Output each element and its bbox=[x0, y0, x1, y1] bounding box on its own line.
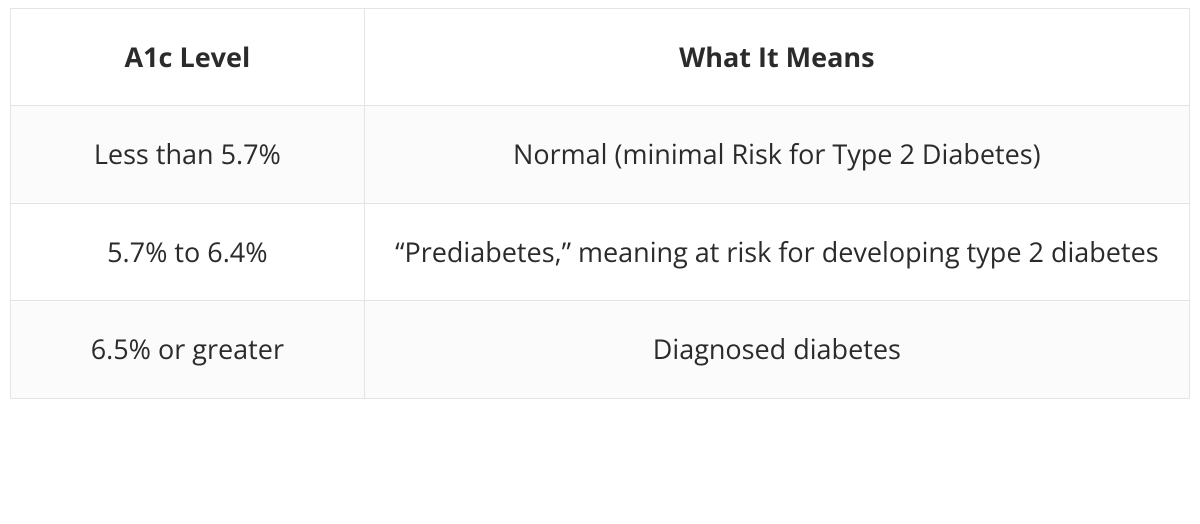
cell-level: 5.7% to 6.4% bbox=[11, 203, 365, 300]
cell-level: 6.5% or greater bbox=[11, 301, 365, 398]
table-header-row: A1c Level What It Means bbox=[11, 9, 1190, 106]
col-header-meaning: What It Means bbox=[364, 9, 1189, 106]
cell-meaning: Normal (minimal Risk for Type 2 Diabetes… bbox=[364, 106, 1189, 203]
a1c-table: A1c Level What It Means Less than 5.7% N… bbox=[10, 8, 1190, 399]
table-row: Less than 5.7% Normal (minimal Risk for … bbox=[11, 106, 1190, 203]
cell-meaning: Diagnosed diabetes bbox=[364, 301, 1189, 398]
col-header-level: A1c Level bbox=[11, 9, 365, 106]
cell-level: Less than 5.7% bbox=[11, 106, 365, 203]
table-row: 5.7% to 6.4% “Prediabetes,” meaning at r… bbox=[11, 203, 1190, 300]
table-row: 6.5% or greater Diagnosed diabetes bbox=[11, 301, 1190, 398]
cell-meaning: “Prediabetes,” meaning at risk for devel… bbox=[364, 203, 1189, 300]
